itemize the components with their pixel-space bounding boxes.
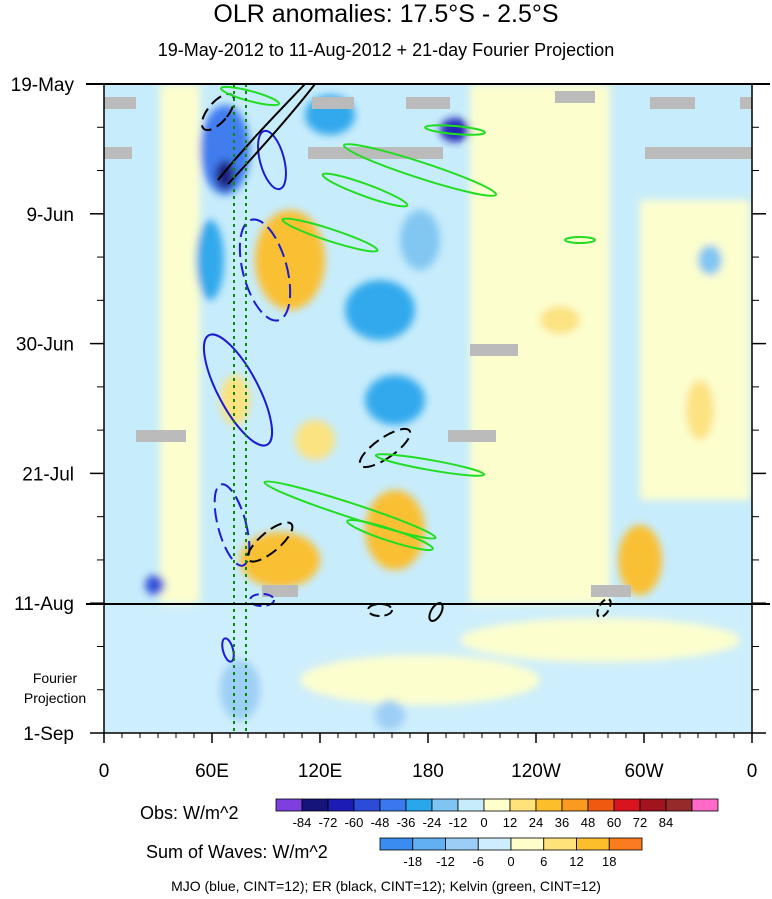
mjo-filter-lines <box>233 84 247 733</box>
colorbar-swatch <box>301 798 329 812</box>
colorbar-level-label: -6 <box>472 854 484 869</box>
y-tick-label: 30-Jun <box>16 335 74 356</box>
positive-anomaly-patch <box>255 210 325 310</box>
x-tick-label: 0 <box>747 761 758 782</box>
colorbar-swatch <box>691 798 719 812</box>
chart-title: OLR anomalies: 17.5°S - 2.5°S <box>213 0 559 28</box>
waves-colorbar-label: Sum of Waves: W/m^2 <box>146 842 328 862</box>
negative-anomaly-patch <box>145 575 165 595</box>
y-tick-label: 9-Jun <box>26 205 74 226</box>
projection-negative-patch <box>220 660 260 720</box>
colorbar-swatch <box>639 798 667 812</box>
colorbar-level-label: 18 <box>602 854 616 869</box>
x-tick-label: 60E <box>195 761 229 782</box>
colorbar-swatch <box>576 837 610 851</box>
positive-anomaly-patch <box>460 618 740 662</box>
colorbar-level-label: 84 <box>659 815 673 830</box>
positive-anomaly-band <box>640 200 750 500</box>
colorbar-level-label: 24 <box>529 815 543 830</box>
colorbar-swatch <box>405 798 433 812</box>
y-axis: 19-May 9-Jun 30-Jun 21-Jul 11-Aug 1-Sep <box>11 75 766 745</box>
colorbar-swatch <box>275 798 303 812</box>
colorbar-level-label: 72 <box>633 815 647 830</box>
colorbar-swatch <box>327 798 355 812</box>
colorbar-swatch <box>379 798 407 812</box>
colorbar-swatch <box>431 798 459 812</box>
x-tick-label: 180 <box>412 761 444 782</box>
colorbar-swatch <box>561 798 589 812</box>
colorbar-swatch <box>483 798 511 812</box>
colorbar-swatch <box>477 837 512 851</box>
positive-anomaly-patch <box>686 380 714 440</box>
colorbar-swatch <box>412 837 446 851</box>
colorbar-swatch <box>587 798 615 812</box>
negative-anomaly-patch <box>400 210 440 270</box>
colorbar-level-label: 6 <box>540 854 547 869</box>
colorbar-level-label: 0 <box>480 815 487 830</box>
positive-anomaly-patch <box>540 306 580 334</box>
field-layer <box>104 84 752 733</box>
colorbar-swatch <box>535 798 563 812</box>
kelvin-contours <box>219 85 596 552</box>
colorbar-level-label: -24 <box>423 815 442 830</box>
colorbar-swatch <box>353 798 381 812</box>
x-tick-label: 60W <box>624 761 663 782</box>
negative-anomaly-patch <box>365 375 425 425</box>
positive-anomaly-patch <box>295 420 335 460</box>
y-tick-label: 19-May <box>11 75 75 96</box>
colorbar-level-label: -84 <box>293 815 312 830</box>
y-tick-label: 11-Aug <box>14 594 74 615</box>
x-tick-label: 0 <box>99 761 110 782</box>
colorbar-swatch <box>608 837 643 851</box>
negative-anomaly-patch <box>698 245 722 275</box>
colorbar-level-label: 12 <box>503 815 517 830</box>
negative-anomaly-patch <box>196 220 224 300</box>
colorbar-level-label: 0 <box>507 854 514 869</box>
obs-colorbar-label: Obs: W/m^2 <box>140 803 239 823</box>
positive-anomaly-patch <box>300 655 540 705</box>
colorbar-level-label: -72 <box>319 815 338 830</box>
colorbar-level-label: -48 <box>371 815 390 830</box>
negative-anomaly-patch <box>440 118 470 142</box>
x-tick-label: 120E <box>298 761 342 782</box>
positive-anomaly-patch <box>618 525 662 595</box>
missing-data-boxes <box>104 91 752 597</box>
colorbar-level-label: 36 <box>555 815 569 830</box>
colorbar-swatch <box>379 837 414 851</box>
fourier-projection-label: Fourier Projection <box>23 670 87 706</box>
colorbar-level-label: -60 <box>345 815 364 830</box>
colorbar-swatch <box>509 798 537 812</box>
obs-colorbar: -84 -72 -60 -48 -36 -24 -12 0 12 24 36 48 60 72 84 <box>275 798 719 830</box>
colorbar-swatch <box>613 798 641 812</box>
projection-negative-patch <box>375 700 405 730</box>
colorbar-level-label: -36 <box>397 815 416 830</box>
x-tick-label: 120W <box>511 761 561 782</box>
waves-colorbar: -18 -12 -6 0 6 12 18 <box>379 837 643 869</box>
y-tick-label: 1-Sep <box>23 724 74 745</box>
colorbar-swatch <box>543 837 577 851</box>
colorbar-level-label: -12 <box>436 854 455 869</box>
chart-subtitle: 19-May-2012 to 11-Aug-2012 + 21-day Four… <box>157 40 615 60</box>
y-tick-label: 21-Jul <box>22 464 74 485</box>
colorbar-swatch <box>665 798 693 812</box>
colorbar-swatch <box>457 798 485 812</box>
colorbar-level-label: -18 <box>403 854 422 869</box>
colorbar-level-label: 60 <box>607 815 621 830</box>
colorbar-level-label: -12 <box>449 815 468 830</box>
er-contours <box>200 84 612 623</box>
colorbar-level-label: 48 <box>581 815 595 830</box>
colorbar-level-label: 12 <box>569 854 583 869</box>
positive-anomaly-patch <box>240 532 320 588</box>
x-axis: 0 60E 120E 180 120W 60W 0 <box>99 733 758 782</box>
contour-legend-text: MJO (blue, CINT=12); ER (black, CINT=12)… <box>171 878 601 894</box>
positive-anomaly-band <box>160 84 200 604</box>
mjo-contours <box>202 129 292 663</box>
colorbar-swatch <box>445 837 479 851</box>
colorbar-swatch <box>510 837 545 851</box>
negative-anomaly-patch <box>345 280 415 340</box>
